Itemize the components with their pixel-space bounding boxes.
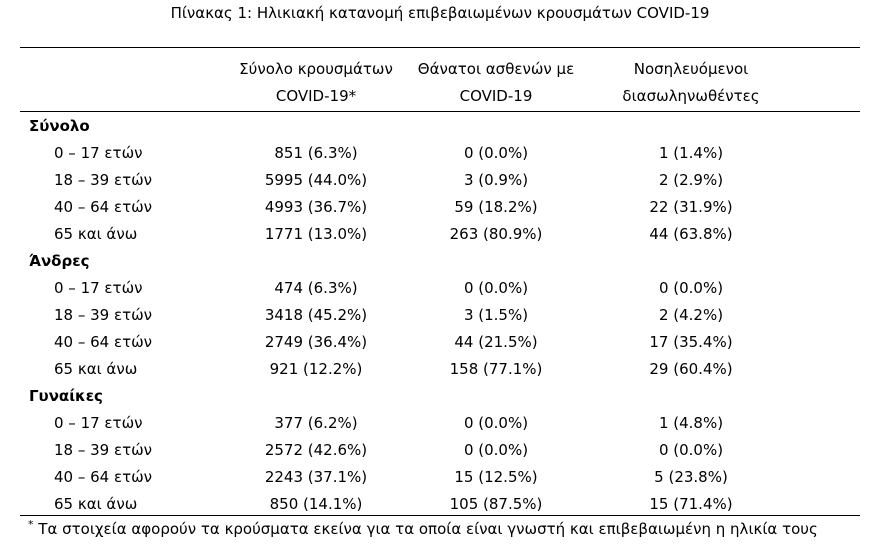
cases-cell: 4993 (36.7%): [264, 198, 368, 216]
cases-cell: 851 (6.3%): [274, 144, 358, 162]
column-header-cases: Σύνολο κρουσμάτων COVID-19*: [201, 56, 431, 110]
table-row: 40 – 64 ετών 2749 (36.4%) 44 (21.5%) 17 …: [0, 330, 880, 357]
column-header-deaths-line1: Θάνατοι ασθενών με: [417, 60, 575, 78]
age-cell: 65 και άνω: [54, 225, 138, 243]
table-row: 0 – 17 ετών 474 (6.3%) 0 (0.0%) 0 (0.0%): [0, 276, 880, 303]
deaths-cell: 15 (12.5%): [454, 468, 538, 486]
age-cell: 65 και άνω: [54, 360, 138, 378]
table-row: 65 και άνω 921 (12.2%) 158 (77.1%) 29 (6…: [0, 357, 880, 384]
cases-cell: 3418 (45.2%): [264, 306, 368, 324]
deaths-cell: 0 (0.0%): [463, 441, 529, 459]
age-cell: 0 – 17 ετών: [54, 279, 143, 297]
footnote-marker: *: [28, 518, 34, 531]
age-cell: 0 – 17 ετών: [54, 414, 143, 432]
table-row: 40 – 64 ετών 4993 (36.7%) 59 (18.2%) 22 …: [0, 195, 880, 222]
table-row: 18 – 39 ετών 5995 (44.0%) 3 (0.9%) 2 (2.…: [0, 168, 880, 195]
group-row-total: Σύνολο: [0, 114, 880, 141]
group-row-women: Γυναίκες: [0, 384, 880, 411]
cases-cell: 474 (6.3%): [274, 279, 358, 297]
age-cell: 0 – 17 ετών: [54, 144, 143, 162]
intubated-cell: 2 (4.2%): [658, 306, 724, 324]
group-label: Σύνολο: [29, 117, 90, 135]
age-cell: 65 και άνω: [54, 495, 138, 513]
table-row: 65 και άνω 850 (14.1%) 105 (87.5%) 15 (7…: [0, 492, 880, 519]
cases-cell: 377 (6.2%): [274, 414, 358, 432]
column-header-intubated-line2: διασωληνωθέντες: [622, 87, 760, 105]
intubated-cell: 15 (71.4%): [649, 495, 733, 513]
intubated-cell: 44 (63.8%): [649, 225, 733, 243]
deaths-cell: 263 (80.9%): [449, 225, 543, 243]
table-top-rule: [20, 47, 860, 48]
table-header-rule: [20, 111, 860, 112]
intubated-cell: 2 (2.9%): [658, 171, 724, 189]
table-row: 65 και άνω 1771 (13.0%) 263 (80.9%) 44 (…: [0, 222, 880, 249]
column-header-cases-line2: COVID-19*: [275, 87, 357, 105]
deaths-cell: 59 (18.2%): [454, 198, 538, 216]
intubated-cell: 17 (35.4%): [649, 333, 733, 351]
intubated-cell: 1 (1.4%): [658, 144, 724, 162]
deaths-cell: 158 (77.1%): [449, 360, 543, 378]
deaths-cell: 105 (87.5%): [449, 495, 543, 513]
table-row: 0 – 17 ετών 851 (6.3%) 0 (0.0%) 1 (1.4%): [0, 141, 880, 168]
group-label: Άνδρες: [29, 252, 90, 270]
cases-cell: 2243 (37.1%): [264, 468, 368, 486]
intubated-cell: 29 (60.4%): [649, 360, 733, 378]
cases-cell: 2749 (36.4%): [264, 333, 368, 351]
intubated-cell: 5 (23.8%): [654, 468, 728, 486]
intubated-cell: 1 (4.8%): [658, 414, 724, 432]
deaths-cell: 44 (21.5%): [454, 333, 538, 351]
column-header-deaths-line2: COVID-19: [459, 87, 533, 105]
age-cell: 18 – 39 ετών: [54, 306, 153, 324]
table-bottom-rule: [20, 515, 860, 516]
table-row: 18 – 39 ετών 2572 (42.6%) 0 (0.0%) 0 (0.…: [0, 438, 880, 465]
table-caption: Πίνακας 1: Ηλικιακή κατανομή επιβεβαιωμέ…: [170, 4, 710, 22]
deaths-cell: 0 (0.0%): [463, 279, 529, 297]
deaths-cell: 3 (0.9%): [463, 171, 529, 189]
age-cell: 40 – 64 ετών: [54, 468, 153, 486]
cases-cell: 850 (14.1%): [269, 495, 363, 513]
age-cell: 40 – 64 ετών: [54, 333, 153, 351]
intubated-cell: 22 (31.9%): [649, 198, 733, 216]
deaths-cell: 0 (0.0%): [463, 414, 529, 432]
cases-cell: 921 (12.2%): [269, 360, 363, 378]
footnote: * Τα στοιχεία αφορούν τα κρούσματα εκείν…: [28, 518, 873, 538]
intubated-cell: 0 (0.0%): [658, 279, 724, 297]
age-cell: 18 – 39 ετών: [54, 171, 153, 189]
column-header-deaths: Θάνατοι ασθενών με COVID-19: [381, 56, 611, 110]
table-row: 18 – 39 ετών 3418 (45.2%) 3 (1.5%) 2 (4.…: [0, 303, 880, 330]
group-row-men: Άνδρες: [0, 249, 880, 276]
age-cell: 40 – 64 ετών: [54, 198, 153, 216]
deaths-cell: 3 (1.5%): [463, 306, 529, 324]
group-label: Γυναίκες: [29, 387, 103, 405]
footnote-text: Τα στοιχεία αφορούν τα κρούσματα εκείνα …: [38, 520, 818, 538]
deaths-cell: 0 (0.0%): [463, 144, 529, 162]
column-header-intubated-line1: Νοσηλευόμενοι: [633, 60, 749, 78]
table-body: Σύνολο 0 – 17 ετών 851 (6.3%) 0 (0.0%) 1…: [0, 114, 880, 519]
column-header-cases-line1: Σύνολο κρουσμάτων: [239, 60, 393, 78]
column-header-intubated: Νοσηλευόμενοι διασωληνωθέντες: [576, 56, 806, 110]
intubated-cell: 0 (0.0%): [658, 441, 724, 459]
cases-cell: 1771 (13.0%): [264, 225, 368, 243]
table-row: 0 – 17 ετών 377 (6.2%) 0 (0.0%) 1 (4.8%): [0, 411, 880, 438]
cases-cell: 5995 (44.0%): [264, 171, 368, 189]
cases-cell: 2572 (42.6%): [264, 441, 368, 459]
age-cell: 18 – 39 ετών: [54, 441, 153, 459]
table-row: 40 – 64 ετών 2243 (37.1%) 15 (12.5%) 5 (…: [0, 465, 880, 492]
